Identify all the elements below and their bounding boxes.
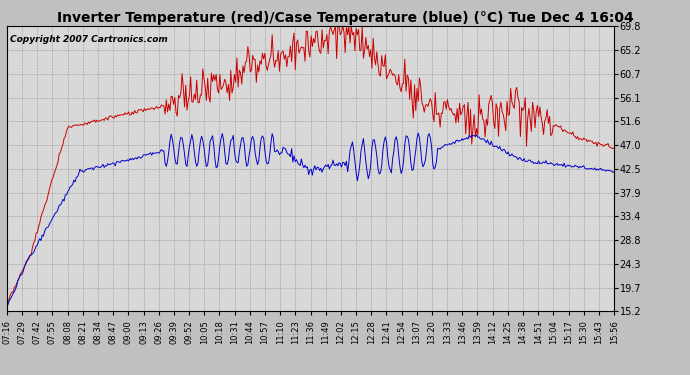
Text: Copyright 2007 Cartronics.com: Copyright 2007 Cartronics.com	[10, 35, 168, 44]
Text: Inverter Temperature (red)/Case Temperature (blue) (°C) Tue Dec 4 16:04: Inverter Temperature (red)/Case Temperat…	[57, 11, 633, 25]
